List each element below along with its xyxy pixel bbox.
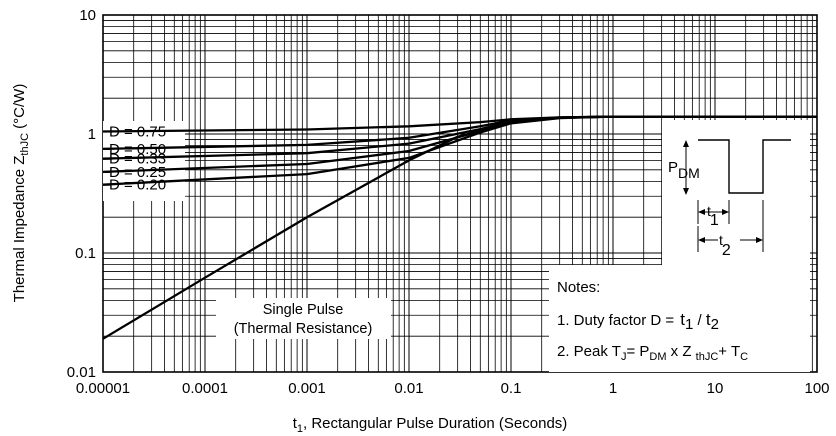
x-axis-title: t1, Rectangular Pulse Duration (Seconds) — [293, 415, 568, 435]
note-2-plus: + T — [718, 343, 740, 360]
x-tick-label: 0.001 — [288, 380, 326, 397]
y-tick-label: 10 — [79, 7, 96, 24]
t1-arrow-left — [698, 209, 705, 215]
curves — [102, 115, 817, 340]
t1-arrow-right — [722, 209, 729, 215]
x-tick-label: 0.01 — [394, 380, 423, 397]
y-axis-title-sub: thJC — [19, 133, 31, 156]
t2-label-sub: 2 — [722, 242, 731, 259]
pdm-label-sub: DM — [678, 165, 700, 181]
note-1-t-b: t — [706, 310, 711, 329]
pdm-arrow-up — [683, 140, 689, 147]
note-2-j-sub: J — [621, 351, 627, 363]
x-tick-label: 0.00001 — [76, 380, 130, 397]
note-2-c-sub: C — [740, 351, 748, 363]
note-2: 2. Peak TJ= PDM x Z thJC+ TC — [557, 343, 748, 363]
t2-arrow-right — [756, 237, 763, 243]
t1-label-sub: 1 — [710, 212, 719, 229]
note-2-eq: = P — [626, 343, 649, 360]
pdm-arrow-down — [683, 188, 689, 195]
pdm-label-p: P — [668, 159, 678, 176]
y-tick-label: 0.01 — [67, 364, 96, 381]
note-2-text: 2. Peak T — [557, 343, 621, 360]
y-axis-title: Thermal Impedance ZthJC (°C/W) — [11, 84, 31, 303]
t2-arrow-left — [698, 237, 705, 243]
pulse-diagram: PDM t1 t2 — [668, 139, 791, 259]
t1-label-t: t — [707, 203, 711, 219]
t1-label: t1 — [707, 203, 719, 229]
legend-label: D = 0.50 — [109, 141, 166, 158]
x-axis-title-text: , Rectangular Pulse Duration (Seconds) — [303, 415, 567, 432]
note-1-slash: / — [693, 312, 706, 329]
note-1-t2-sub: 2 — [711, 316, 719, 333]
x-tick-label: 100 — [804, 380, 829, 397]
notes-box — [549, 265, 810, 372]
thermal-resistance-label: (Thermal Resistance) — [234, 321, 373, 337]
t2-label-t: t — [719, 232, 723, 248]
series-line — [102, 115, 817, 340]
pdm-label: PDM — [668, 159, 700, 181]
legend-label: D = 0.20 — [109, 177, 166, 194]
legend-label: D = 0.75 — [109, 123, 166, 140]
y-axis-ticks: 0.01 0.1 1 10 — [67, 7, 96, 381]
notes-title: Notes: — [557, 279, 600, 296]
y-axis-title-text: Thermal Impedance Z — [11, 156, 28, 303]
x-tick-label: 1 — [609, 380, 617, 397]
note-1-t: t — [680, 310, 685, 329]
note-2-z-sub: thJC — [696, 351, 719, 363]
x-axis-title-sub: 1 — [297, 423, 303, 435]
single-pulse-label-box — [216, 298, 391, 339]
pulse-waveform — [698, 139, 791, 194]
x-axis-title-t: t — [293, 415, 298, 432]
x-axis-ticks: 0.00001 0.0001 0.001 0.01 0.1 1 10 100 — [76, 380, 830, 397]
legend-label: D = 0.33 — [109, 151, 166, 168]
duty-labels-box — [103, 121, 185, 201]
note-1: 1. Duty factor D = t1 / t2 — [557, 310, 719, 333]
note-1-text: 1. Duty factor D = — [557, 312, 678, 329]
y-tick-label: 0.1 — [75, 245, 96, 262]
x-tick-label: 0.1 — [501, 380, 522, 397]
note-1-t1-sub: 1 — [685, 316, 693, 333]
y-tick-label: 1 — [88, 126, 96, 143]
x-tick-label: 0.0001 — [182, 380, 228, 397]
duty-factor-labels: D = 0.75D = 0.50D = 0.33D = 0.25D = 0.20 — [103, 123, 166, 194]
legend-label: D = 0.25 — [109, 164, 166, 181]
note-2-x: x Z — [666, 343, 695, 360]
x-tick-label: 10 — [707, 380, 724, 397]
note-2-dm-sub: DM — [649, 351, 666, 363]
t2-label-bg — [718, 230, 740, 256]
y-axis-title-unit: (°C/W) — [11, 84, 28, 133]
single-pulse-label: Single Pulse — [263, 302, 344, 318]
t2-label: t2 — [719, 232, 731, 259]
